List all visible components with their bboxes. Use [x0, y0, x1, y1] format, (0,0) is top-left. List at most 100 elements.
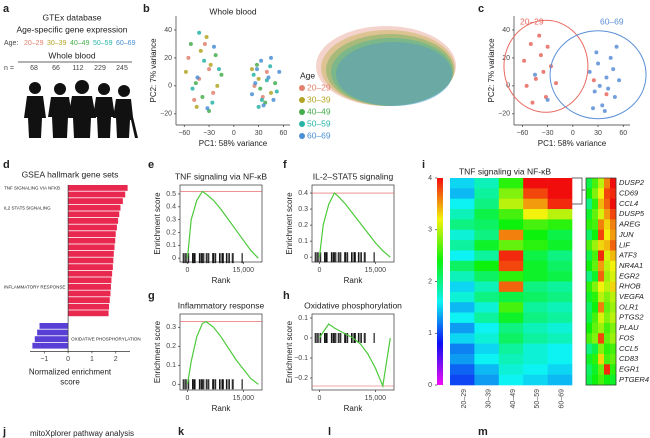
heatmap-cell [498, 374, 524, 386]
point [250, 67, 254, 72]
zoom-cell [592, 250, 599, 262]
point [614, 44, 619, 49]
heatmap-cell [498, 302, 524, 313]
x-tick-label: −1 [40, 356, 48, 363]
y-axis-label: PC2: 7% variance [149, 38, 158, 103]
zoom-cell [586, 374, 593, 386]
panel-title: GSEA hallmark gene sets [22, 169, 119, 179]
y-axis-label: Enrichment score [153, 192, 162, 255]
heatmap-cell [547, 343, 573, 355]
heatmap-cell [498, 333, 524, 344]
zoom-cell [610, 322, 617, 334]
zoom-cell [604, 178, 611, 189]
heatmap-cell [498, 291, 524, 303]
gene-label: CCL5 [619, 344, 639, 353]
legend-title: Age [300, 70, 315, 80]
gene-label: CD83 [619, 354, 639, 363]
es-curve [318, 323, 391, 389]
point [253, 81, 258, 86]
point [608, 55, 613, 60]
y-tick-label: 0.1 [298, 315, 308, 322]
zoom-cell [610, 250, 617, 262]
x-tick-label: 0 [571, 130, 575, 137]
panel-label: j [2, 426, 6, 438]
point [208, 62, 213, 67]
panel-title: Whole blood [209, 6, 257, 16]
heatmap-cell [547, 333, 573, 344]
heatmap-cell [474, 281, 500, 293]
bar-label: INFLAMMATORY RESPONSE [4, 284, 65, 289]
heatmap-cell [474, 250, 500, 262]
y-tick-label: 20 [502, 55, 510, 62]
zoom-cell [592, 229, 599, 241]
y-tick-label: 0.4 [298, 190, 308, 197]
zoom-cell [598, 333, 605, 344]
zoom-cell [610, 198, 617, 210]
zoom-cell [586, 333, 593, 344]
point [186, 55, 191, 60]
legend-swatch [299, 97, 305, 103]
bar [68, 185, 128, 191]
density-blob [336, 42, 452, 106]
legend-label: 30–39 [307, 94, 331, 104]
point [188, 41, 193, 46]
point [528, 41, 533, 46]
heatmap-cell [523, 250, 548, 262]
silhouettes [24, 80, 138, 138]
zoom-cell [604, 219, 611, 231]
heatmap-cell [498, 281, 524, 293]
heatmap-cell [547, 374, 573, 386]
panel-title: IL-2–STAT5 signaling [313, 171, 394, 181]
point [545, 97, 550, 102]
zoom-frame [585, 177, 617, 386]
point [256, 76, 261, 81]
x-axis-label: PC1: 58% variance [199, 139, 268, 148]
legend-swatch [299, 85, 305, 91]
y-tick-label: 40 [502, 27, 510, 34]
y-tick-label: 0.3 [298, 206, 308, 213]
heatmap-cell [498, 353, 524, 365]
point [271, 97, 276, 102]
y-tick-label: 0.5 [166, 191, 176, 198]
zoom-cell [610, 209, 617, 220]
point [596, 61, 601, 66]
age-group: 60–69 [116, 40, 136, 47]
plot-frame [179, 184, 263, 263]
point [602, 109, 607, 114]
x-tick-label: 60 [279, 130, 287, 137]
heatmap-cell [450, 353, 475, 365]
panel-label: c [478, 3, 484, 15]
x-tick-label: 15,000 [365, 395, 387, 402]
point [254, 67, 259, 72]
heatmap-cell [523, 353, 548, 365]
gene-label: EGR1 [619, 364, 639, 373]
zoom-cell [592, 198, 599, 210]
heatmap-cell [498, 188, 524, 199]
bar [68, 270, 113, 277]
heatmap-cell [450, 343, 475, 355]
bar [68, 303, 110, 310]
heatmap-cell [450, 260, 475, 272]
zoom-cell [598, 240, 605, 251]
heatmap-cell [547, 229, 573, 241]
zoom-cell [586, 302, 593, 313]
panel-label: d [3, 159, 10, 171]
legend-label: 20–29 [520, 16, 544, 26]
colorbar-tick-label: 2 [428, 278, 432, 285]
heatmap-cell [474, 209, 500, 220]
heatmap-cell [498, 240, 524, 251]
bar [68, 198, 123, 204]
panel-title: Oxidative phosphorylation [304, 300, 402, 310]
zoom-cell [586, 240, 593, 251]
zoom-cell [592, 374, 599, 386]
panel-label: m [478, 426, 488, 438]
density-blob [331, 38, 453, 106]
zoom-cell [586, 198, 593, 210]
zoom-cell [610, 178, 617, 189]
zoom-cell [592, 302, 599, 313]
y-tick-label: 0.1 [298, 238, 308, 245]
zoom-cell [610, 260, 617, 272]
zoom-bracket [572, 177, 585, 205]
zoom-cell [598, 209, 605, 220]
heatmap-cell [450, 312, 475, 324]
